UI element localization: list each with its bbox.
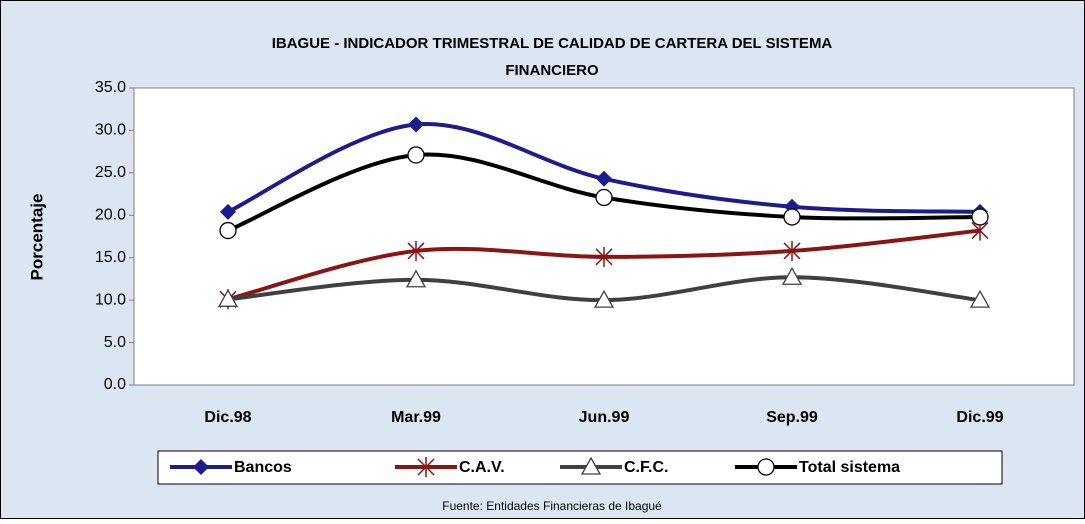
y-tick-label: 20.0 (95, 207, 126, 224)
y-tick-label: 35.0 (95, 79, 126, 96)
chart-title: FINANCIERO (505, 62, 599, 79)
y-tick-label: 15.0 (95, 249, 126, 266)
legend-marker (580, 456, 602, 475)
marker (407, 240, 425, 261)
x-tick-label: Jun.99 (579, 409, 630, 426)
legend-label: C.F.C. (624, 459, 668, 476)
marker (596, 170, 612, 187)
legend-marker (757, 458, 775, 476)
y-tick-label: 5.0 (104, 334, 126, 351)
marker (783, 240, 801, 261)
marker (781, 266, 803, 285)
marker (219, 221, 237, 240)
y-tick-label: 30.0 (95, 122, 126, 139)
marker (405, 269, 427, 288)
marker (783, 208, 801, 226)
y-tick-label: 25.0 (95, 164, 126, 181)
y-tick-label: 0.0 (104, 376, 126, 393)
x-tick-label: Sep.99 (766, 409, 818, 426)
marker (969, 289, 991, 308)
legend-marker (193, 459, 209, 475)
legend-label: Bancos (234, 459, 292, 476)
source-note: Fuente: Entidades Financieras de Ibagué (442, 499, 662, 513)
marker (407, 146, 425, 164)
marker (217, 288, 239, 307)
chart-title: IBAGUE - INDICADOR TRIMESTRAL DE CALIDAD… (272, 35, 833, 52)
marker (408, 116, 424, 133)
x-tick-label: Dic.99 (956, 409, 1003, 426)
marker (593, 289, 615, 308)
y-axis-label: Porcentaje (27, 194, 46, 281)
y-tick-label: 10.0 (95, 291, 126, 308)
marker (595, 246, 613, 267)
legend-marker (417, 457, 435, 477)
marker (595, 188, 613, 207)
x-tick-label: Dic.98 (204, 409, 251, 426)
x-tick-label: Mar.99 (391, 409, 441, 426)
legend-label: C.A.V. (459, 459, 505, 476)
legend-label: Total sistema (799, 459, 900, 476)
marker (220, 203, 236, 220)
marker (971, 208, 989, 226)
